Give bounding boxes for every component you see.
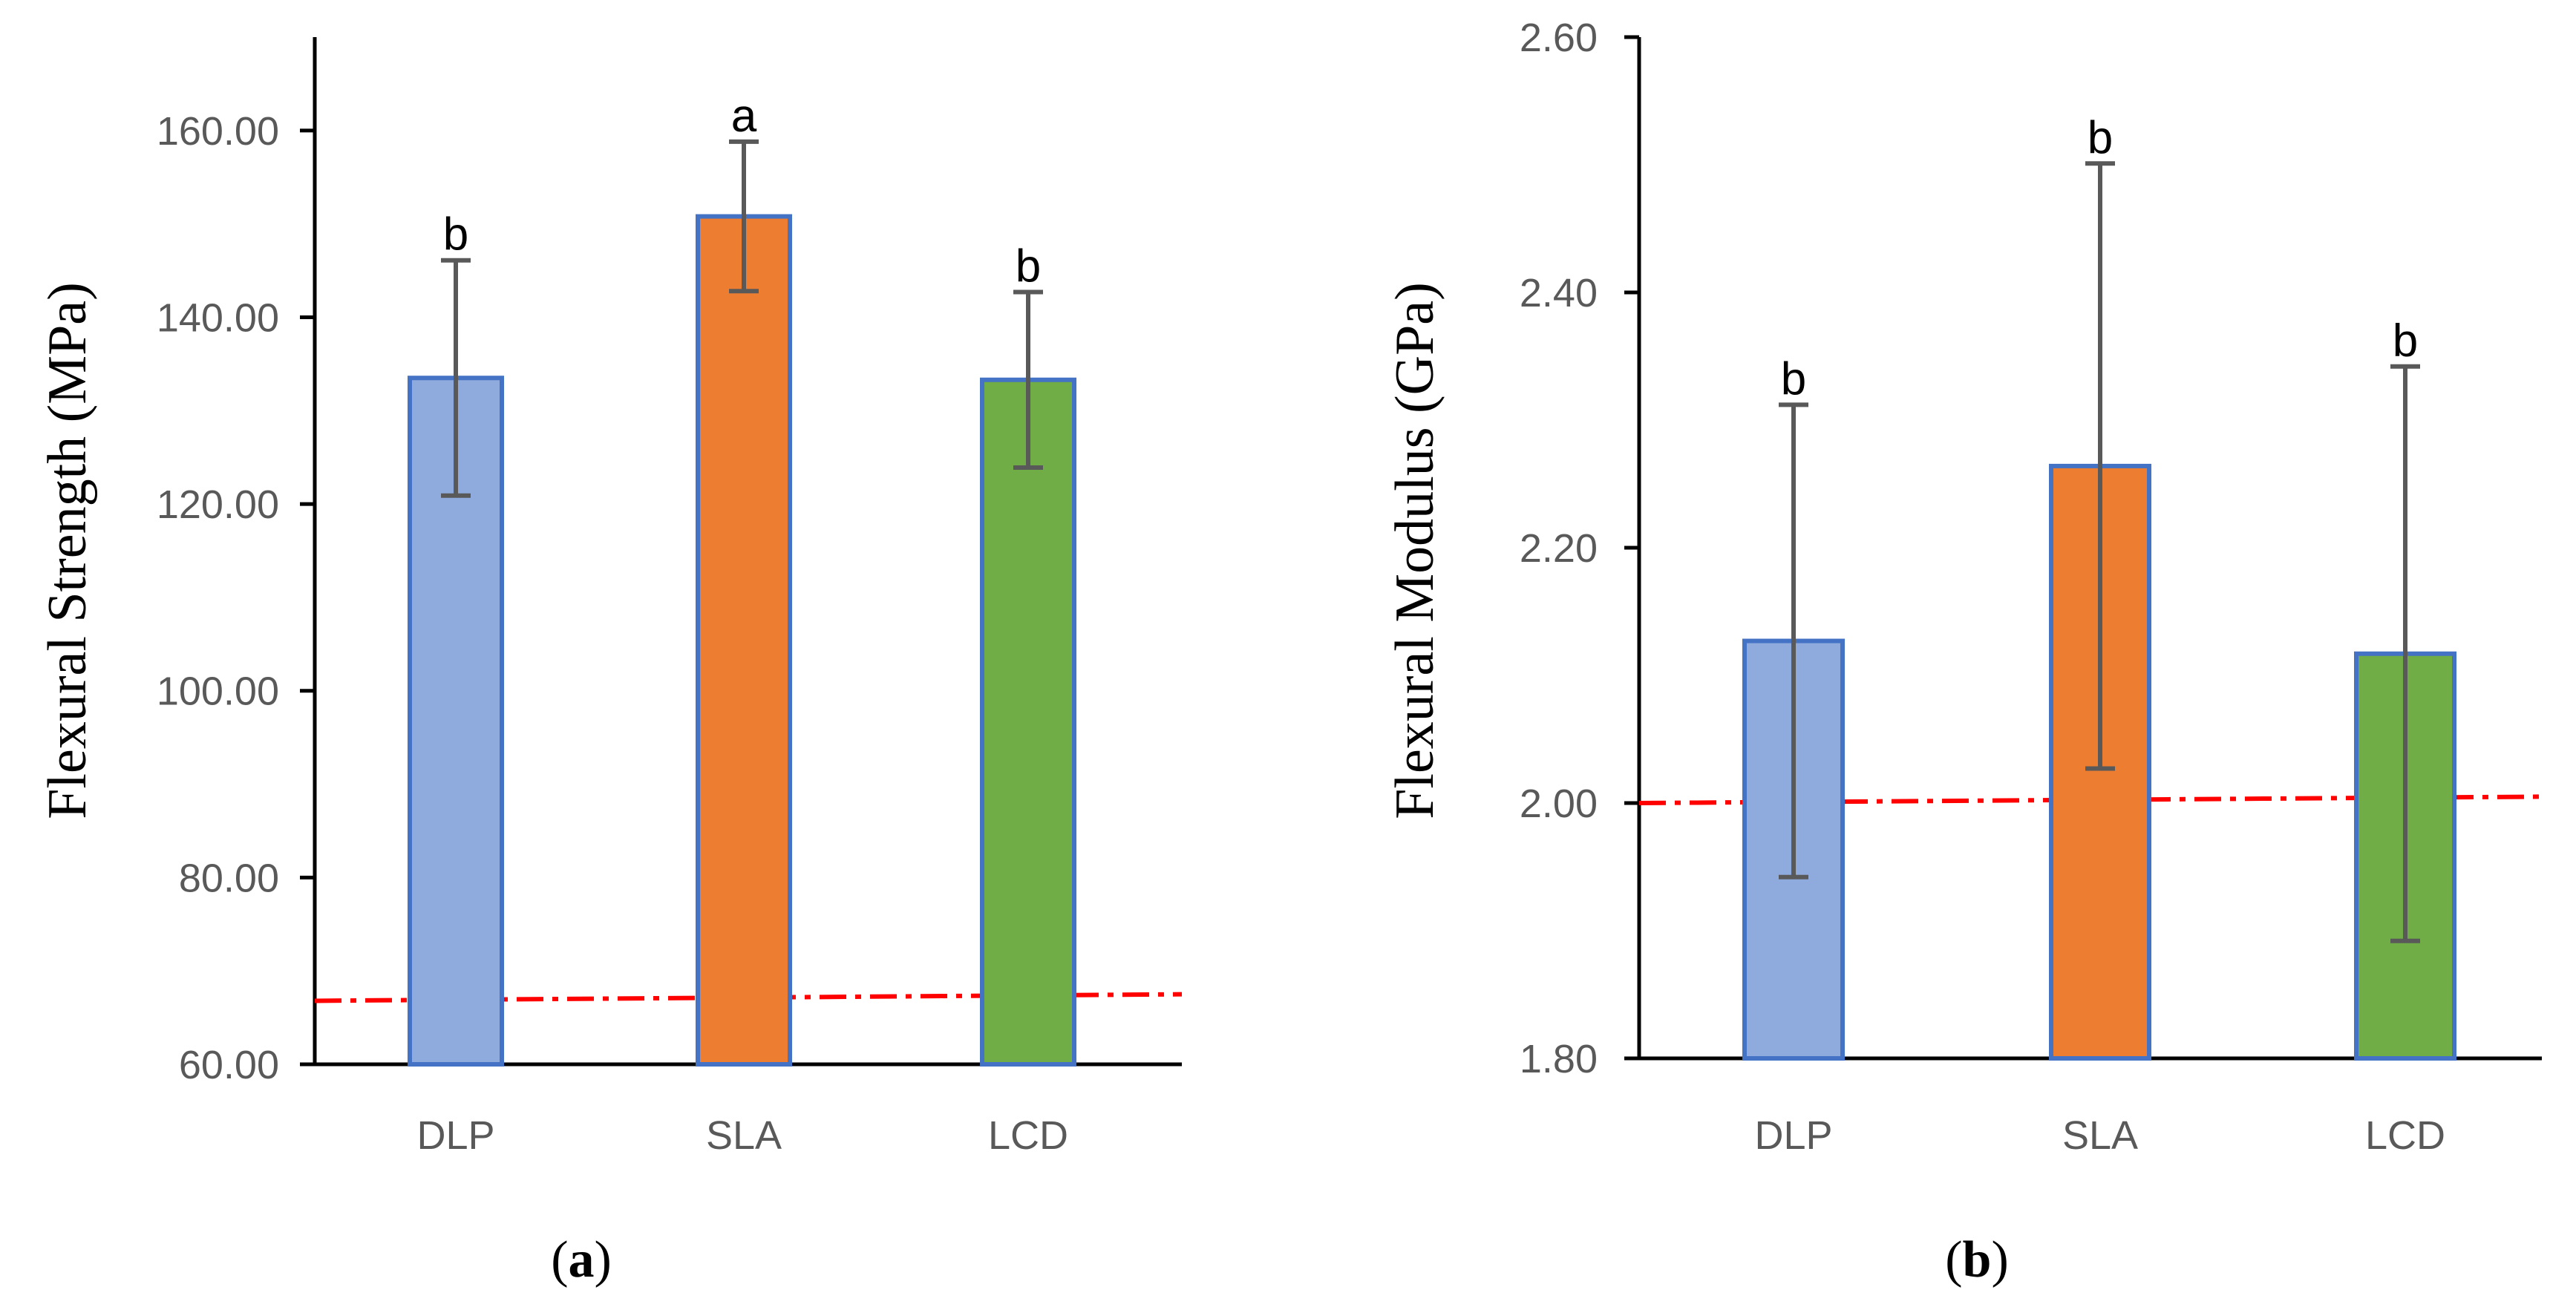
category-label-dlp: DLP <box>1754 1113 1832 1158</box>
y-tick-label: 2.20 <box>1520 526 1598 571</box>
significance-label-lcd: b <box>1016 240 1041 292</box>
panel-label-a: (a) <box>551 1231 612 1288</box>
category-label-lcd: LCD <box>988 1113 1068 1158</box>
category-label-lcd: LCD <box>2365 1113 2445 1158</box>
significance-label-dlp: b <box>1781 353 1806 404</box>
y-axis-label: Flexural Modulus (GPa) <box>1385 282 1445 819</box>
significance-label-dlp: b <box>443 209 468 261</box>
chart-panel-a: 60.00 80.00 100.00 120.00 140.00 160.00 b a b D… <box>37 37 1183 1288</box>
y-tick-label: 1.80 <box>1520 1037 1598 1081</box>
category-label-sla: SLA <box>2062 1113 2138 1158</box>
panel-label-b: (b) <box>1945 1231 2009 1288</box>
significance-label-lcd: b <box>2393 315 2418 367</box>
y-tick-label: 2.00 <box>1520 782 1598 826</box>
significance-label-sla: b <box>2088 112 2113 163</box>
y-tick-label: 60.00 <box>179 1043 279 1087</box>
y-tick-label: 140.00 <box>157 295 279 340</box>
bar-lcd <box>980 377 1076 1067</box>
category-label-dlp: DLP <box>416 1113 494 1158</box>
y-tick-label: 80.00 <box>179 856 279 900</box>
chart-panel-b: 1.80 2.00 2.20 2.40 2.60 b b b DLP SLA LCD Flexu… <box>1385 16 2543 1288</box>
y-tick-label: 2.40 <box>1520 271 1598 315</box>
bar-sla <box>696 214 792 1067</box>
category-label-sla: SLA <box>706 1113 782 1158</box>
y-tick-label: 120.00 <box>157 482 279 527</box>
panel-letter-a: a <box>569 1231 595 1288</box>
panel-letter-b: b <box>1963 1231 1992 1288</box>
y-tick-label: 100.00 <box>157 669 279 714</box>
y-tick-label: 2.60 <box>1520 16 1598 60</box>
y-tick-label: 160.00 <box>157 109 279 154</box>
y-axis-label: Flexural Strength (MPa) <box>37 282 98 819</box>
significance-label-sla: a <box>731 91 757 142</box>
